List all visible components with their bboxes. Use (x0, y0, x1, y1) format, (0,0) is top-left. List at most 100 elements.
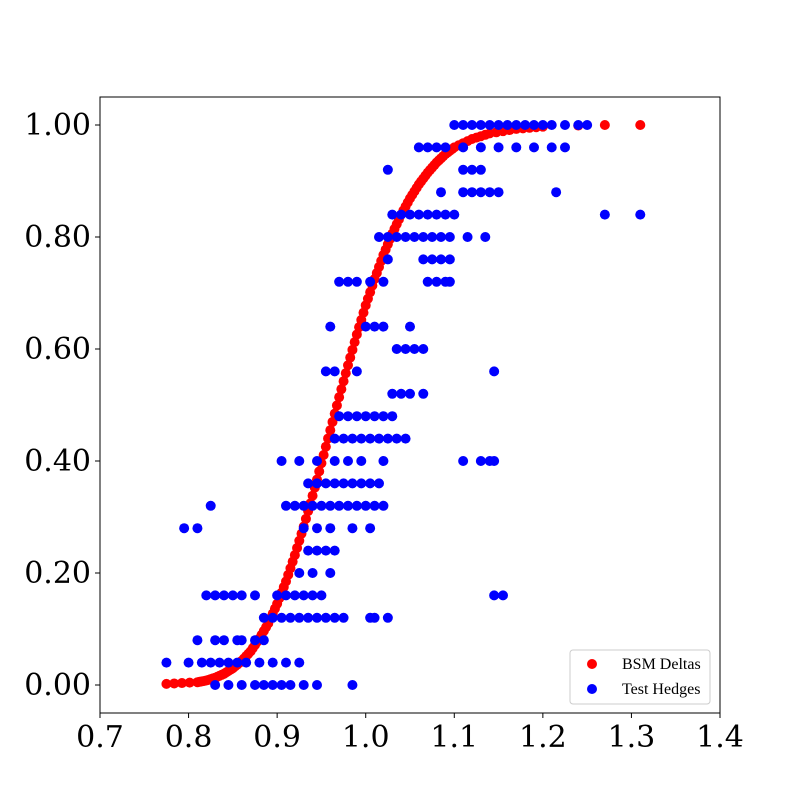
test-hedge-point (250, 680, 260, 690)
test-hedge-point (214, 657, 225, 668)
test-hedge-point (192, 523, 203, 534)
bsm-deltas-series (161, 120, 646, 689)
test-hedge-point (529, 142, 539, 153)
bsm-delta-point (336, 384, 347, 395)
test-hedge-point (312, 456, 322, 466)
test-hedge-point (281, 657, 291, 668)
test-hedge-point (413, 209, 424, 220)
test-hedge-point (267, 612, 278, 623)
test-hedge-point (267, 680, 278, 690)
test-hedge-point (179, 523, 190, 534)
test-hedge-point (387, 209, 398, 220)
legend-label-bsm-deltas: BSM Deltas (622, 656, 701, 673)
test-hedge-point (400, 344, 411, 354)
test-hedge-point (378, 456, 389, 466)
test-hedge-point (365, 433, 376, 444)
test-hedge-point (599, 209, 610, 220)
test-hedge-point (285, 612, 296, 623)
test-hedge-point (343, 456, 353, 466)
test-hedge-point (347, 433, 358, 444)
legend-label-test-hedges: Test Hedges (622, 681, 700, 698)
test-hedge-point (201, 590, 212, 601)
test-hedge-point (272, 590, 283, 601)
test-hedge-point (489, 456, 500, 466)
test-hedge-point (303, 612, 314, 623)
legend-box (569, 649, 711, 705)
test-hedge-point (378, 500, 389, 511)
test-hedge-point (334, 500, 345, 511)
bsm-delta-point (331, 400, 342, 411)
test-hedge-point (400, 433, 411, 444)
bsm-delta-point (327, 416, 338, 427)
test-hedge-point (325, 568, 336, 578)
test-hedge-point (467, 187, 477, 198)
bsm-delta-point (320, 441, 331, 452)
bsm-delta-point (161, 678, 172, 689)
test-hedge-point (387, 388, 398, 399)
test-hedge-point (316, 590, 327, 601)
test-hedge-point (338, 612, 349, 623)
test-hedge-point (498, 590, 508, 601)
test-hedge-point (338, 478, 349, 489)
test-hedge-point (458, 456, 469, 466)
bsm-delta-point (338, 376, 349, 387)
test-hedge-point (511, 120, 522, 130)
test-hedge-point (409, 232, 420, 242)
test-hedge-point (458, 120, 469, 130)
test-hedge-point (343, 500, 353, 511)
test-hedge-point (431, 209, 442, 220)
test-hedge-point (325, 500, 336, 511)
test-hedge-point (210, 680, 221, 690)
test-hedge-point (258, 612, 269, 623)
x-tick-label: 1.1 (430, 720, 478, 755)
test-hedge-point (329, 478, 340, 489)
test-hedge-point (458, 142, 469, 153)
test-hedge-point (378, 321, 389, 332)
x-tick-label: 0.8 (165, 720, 213, 755)
test-hedge-point (374, 433, 384, 444)
bsm-delta-point (349, 337, 360, 348)
test-hedge-point (458, 164, 469, 175)
test-hedge-point (351, 366, 362, 377)
bsm-delta-point (635, 120, 646, 130)
test-hedge-point (475, 142, 486, 153)
test-hedge-point (449, 120, 460, 130)
test-hedge-point (418, 344, 429, 354)
y-tick-label: 0.60 (24, 332, 91, 367)
x-tick-label: 1.2 (519, 720, 567, 755)
test-hedge-point (489, 590, 500, 601)
x-tick-label: 1.3 (608, 720, 656, 755)
test-hedge-point (329, 366, 340, 377)
test-hedge-point (281, 500, 291, 511)
test-hedge-point (546, 120, 557, 130)
test-hedge-point (467, 164, 477, 175)
test-hedge-point (449, 209, 460, 220)
test-hedge-point (338, 433, 349, 444)
test-hedge-point (369, 612, 380, 623)
test-hedge-point (502, 120, 513, 130)
y-tick-label: 0.80 (24, 220, 91, 255)
test-hedge-point (365, 523, 376, 534)
test-hedge-point (360, 411, 371, 422)
test-hedge-point (285, 680, 296, 690)
test-hedge-point (356, 478, 367, 489)
test-hedge-point (475, 187, 486, 198)
test-hedge-point (161, 657, 172, 668)
bsm-delta-point (176, 678, 187, 689)
test-hedge-point (329, 456, 340, 466)
test-hedge-point (298, 523, 309, 534)
test-hedge-point (475, 456, 486, 466)
test-hedge-point (312, 478, 322, 489)
test-hedge-point (378, 276, 389, 287)
test-hedge-point (289, 590, 300, 601)
test-hedge-point (320, 545, 331, 556)
test-hedge-point (329, 612, 340, 623)
test-hedge-point (458, 187, 469, 198)
test-hedge-point (312, 523, 322, 534)
test-hedge-point (396, 388, 407, 399)
test-hedge-point (325, 321, 336, 332)
bsm-delta-point (345, 352, 356, 363)
bsm-delta-point (318, 449, 329, 460)
test-hedge-point (422, 142, 433, 153)
